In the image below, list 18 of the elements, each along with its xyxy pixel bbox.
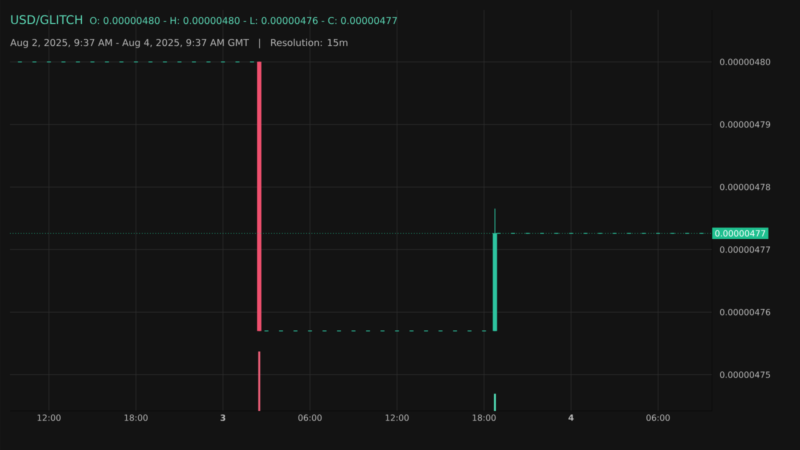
x-tick-label: 3 — [220, 414, 226, 421]
text: O: 0.00000480 - H: 0.00000480 - L: 0.00000476 - C: 0.00000477 — [90, 16, 397, 24]
x-tick-label: 4 — [568, 414, 574, 421]
x-tick-label: 12:00 — [38, 414, 61, 421]
x-tick-label: 06:00 — [298, 414, 322, 421]
y-tick-label: 0.00000477 — [720, 246, 770, 253]
ref-line-label: 0.00000477 — [715, 230, 766, 237]
x-tick-label: 18:00 — [472, 414, 496, 421]
annotation: Aug 2, 2025, 9:37 AM - Aug 4, 2025, 9:37 AM GMT | Resolution: 15m — [10, 38, 348, 48]
y-tick-label: 0.00000476 — [720, 308, 770, 316]
x-tick-label: 18:00 — [124, 414, 148, 421]
y-tick-label: 0.00000475 — [720, 372, 770, 378]
y-tick-label: 0.00000479 — [720, 121, 770, 128]
y-tick-label: 0.00000480 — [720, 58, 770, 66]
x-tick-label: 06:00 — [646, 414, 670, 421]
y-tick-label: 0.00000478 — [720, 184, 770, 190]
x-tick-label: 12:00 — [386, 414, 409, 421]
chart-title: USD/GLITCH — [11, 15, 82, 26]
